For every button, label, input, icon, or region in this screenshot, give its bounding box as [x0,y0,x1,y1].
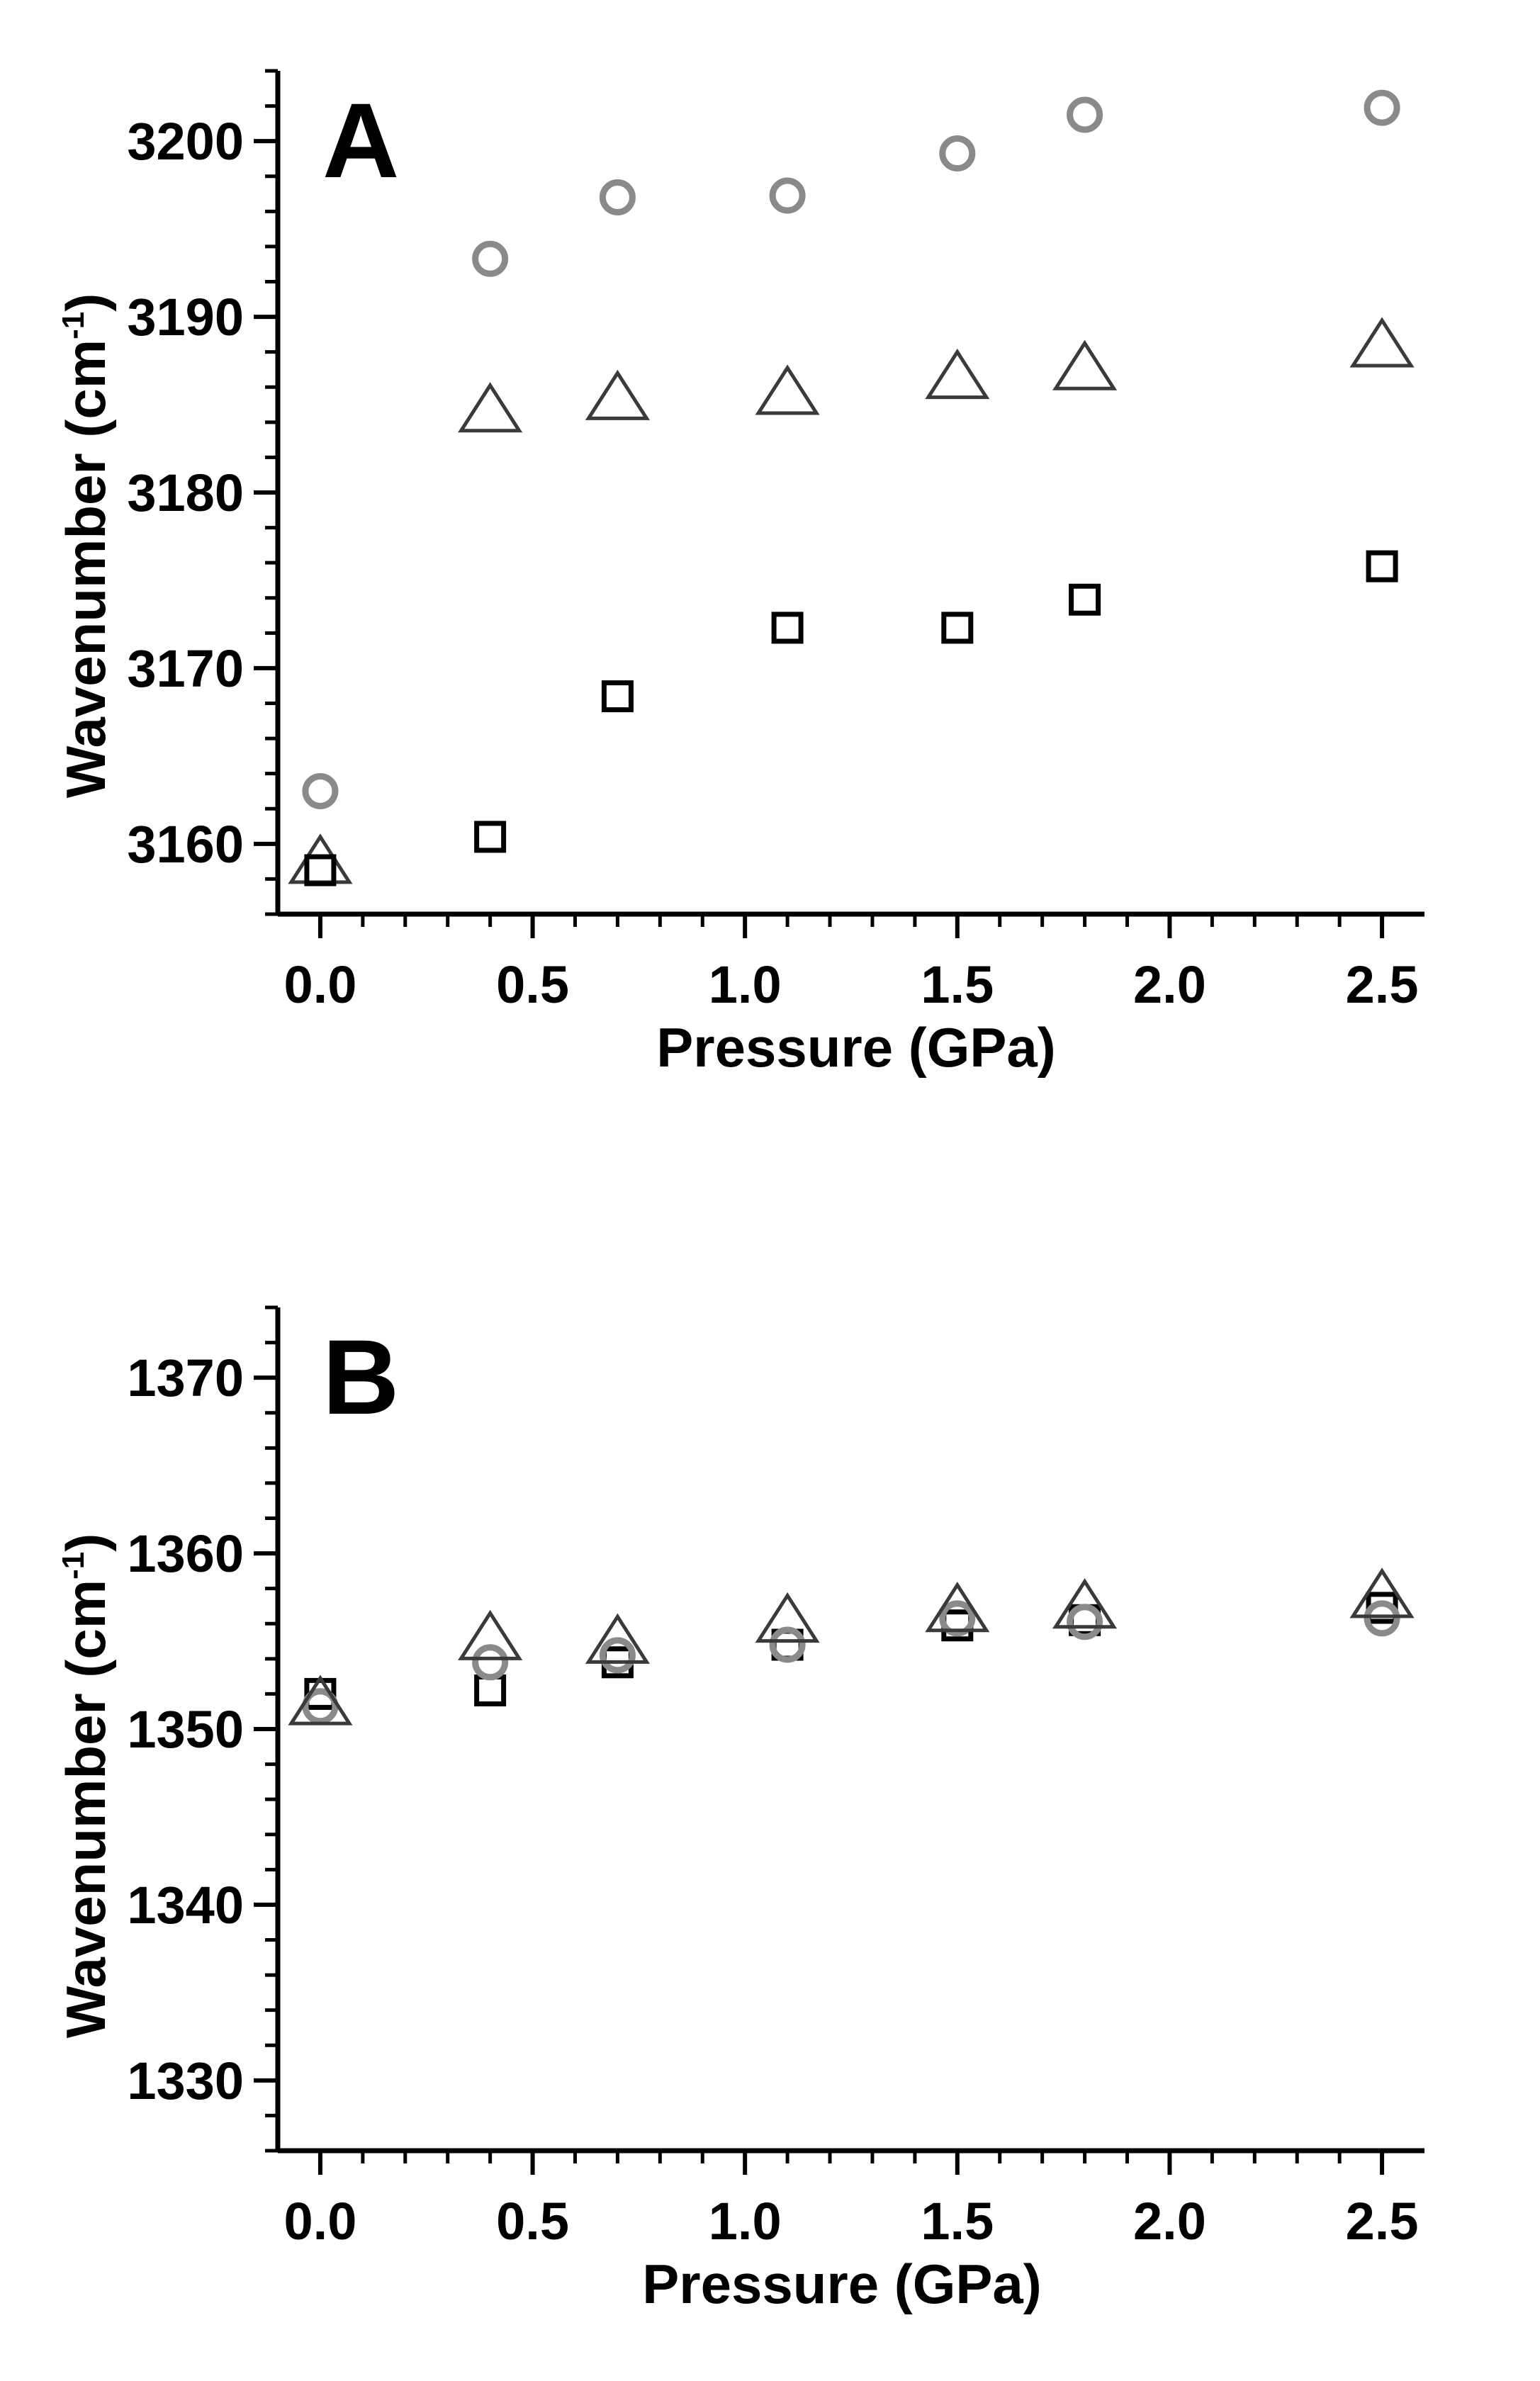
panel-a-triangle-point [755,364,820,415]
panel-a-y-axis-title: Wavenumber (cm-1) [55,293,117,798]
panel-b-circle-point [939,1600,976,1637]
panel-b-y-axis-title: Wavenumber (cm-1) [55,1533,117,2038]
panel-a-circle-point [472,240,509,277]
panel-a-x-tick-label: 1.5 [921,955,994,1014]
panel-a-circle-point [302,772,339,809]
panel-a: 0.0 0.5 1.0 1.5 2.0 2.5 3160 3170 3180 3190 3200 A… [55,69,1424,1079]
panel-a-triangle-point [585,369,650,420]
panel-b-x-tick-label: 1.0 [709,2192,782,2251]
panel-a-y-title-main: Wavenumber (cm [55,339,117,798]
panel-b-circle-point [472,1644,509,1681]
panel-b-y-tick-label: 1370 [127,1349,244,1407]
panel-a-y-tick-label: 3190 [127,288,244,347]
panel-a-y-title-superscript: -1 [56,312,91,339]
panel-a-y-tick-label: 3180 [127,463,244,522]
panel-b-y-title-main: Wavenumber (cm [55,1580,117,2038]
panel-a-square-point [941,612,974,644]
panel-b-triangle-point [1349,1567,1415,1619]
panel-a-triangle-point [1349,317,1415,368]
panel-a-x-tick-label: 0.5 [496,955,569,1014]
panel-b-circle-point [302,1688,339,1725]
panel-a-square-point [771,612,804,644]
panel-b-x-axis-title: Pressure (GPa) [642,2253,1042,2315]
panel-a-square-point [1069,583,1101,616]
panel-a-data-markers [288,89,1415,886]
panel-b-y-tick-label: 1340 [127,1876,244,1935]
panel-b-triangle-point [1052,1578,1118,1629]
panel-a-y-tick-label: 3170 [127,639,244,698]
panel-b-data-markers [288,1567,1415,1726]
panel-b-y-tick-label: 1350 [127,1700,244,1759]
panel-a-circle-point [939,135,976,172]
panel-b-x-tick-label: 2.0 [1133,2192,1206,2251]
panel-b-y-tick-label: 1360 [127,1524,244,1583]
panel-b-x-tick-label: 0.5 [496,2192,569,2251]
panel-b-y-title-close: ) [55,1533,117,1552]
panel-b-triangle-point [458,1609,523,1660]
panel-a-circle-point [1364,89,1400,126]
panel-a-square-point [601,680,634,713]
panel-a-square-point [474,821,507,853]
panel-b-label: B [322,1317,399,1436]
panel-a-square-point [304,854,337,886]
panel-a-x-tick-label: 2.0 [1133,955,1206,1014]
panel-a-x-tick-label: 1.0 [709,955,782,1014]
panel-b-y-title-superscript: -1 [56,1552,91,1580]
panel-a-circle-point [769,177,806,214]
panel-b-triangle-point [925,1582,990,1633]
panel-a-circle-point [1067,96,1103,133]
panel-b-x-tick-label: 1.5 [921,2192,994,2251]
panel-b-triangle-point [585,1613,650,1664]
panel-a-tick-labels: 0.0 0.5 1.0 1.5 2.0 2.5 3160 3170 3180 3190 3200 [127,112,1418,1014]
panel-b-circle-point [599,1637,636,1674]
panel-b-circle-point [1364,1600,1400,1637]
panel-b-x-tick-label: 0.0 [283,2192,356,2251]
panel-b-triangle-point [755,1592,820,1643]
panel-b-tick-labels: 0.0 0.5 1.0 1.5 2.0 2.5 1330 1340 1350 1360 1370 [127,1349,1418,2251]
panel-a-x-tick-label: 2.5 [1346,955,1419,1014]
panel-a-y-tick-label: 3160 [127,815,244,874]
panel-b-circle-point [1067,1604,1103,1640]
panel-b: 0.0 0.5 1.0 1.5 2.0 2.5 1330 1340 1350 1360 1370 B… [55,1305,1424,2315]
panel-a-x-tick-label: 0.0 [283,955,356,1014]
panel-a-square-point [1366,550,1398,582]
panel-b-triangle-point [288,1674,353,1726]
panel-a-triangle-point [1052,339,1118,390]
panel-a-triangle-point [925,349,990,400]
panel-a-label: A [322,81,399,200]
panel-b-x-tick-label: 2.5 [1346,2192,1419,2251]
panel-a-y-title-close: ) [55,293,117,312]
panel-b-y-tick-label: 1330 [127,2051,244,2110]
panel-a-y-tick-label: 3200 [127,112,244,171]
panel-a-x-axis-title: Pressure (GPa) [656,1016,1056,1079]
panel-a-circle-point [599,179,636,215]
panel-a-triangle-point [458,382,523,433]
panel-b-circle-point [769,1626,806,1663]
